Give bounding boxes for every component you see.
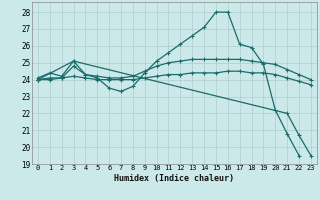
X-axis label: Humidex (Indice chaleur): Humidex (Indice chaleur) <box>115 174 234 183</box>
